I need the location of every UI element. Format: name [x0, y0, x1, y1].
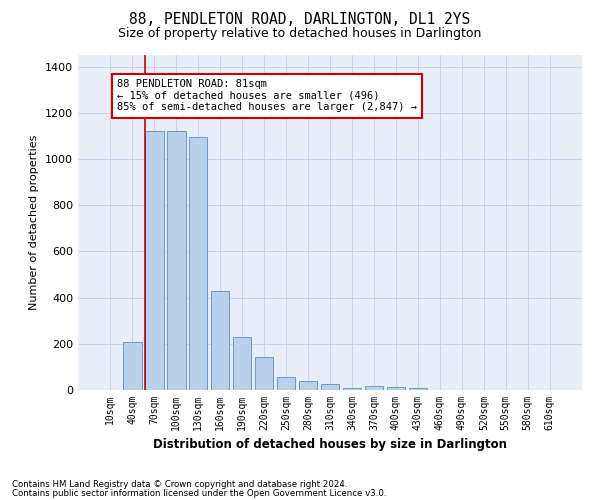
Bar [386, 386, 405, 390]
X-axis label: Distribution of detached houses by size in Darlington: Distribution of detached houses by size … [153, 438, 507, 452]
Bar [299, 381, 317, 390]
Bar [189, 137, 208, 390]
Bar [233, 337, 251, 390]
Y-axis label: Number of detached properties: Number of detached properties [29, 135, 40, 310]
Bar [255, 356, 274, 390]
Bar [409, 388, 427, 390]
Text: Contains public sector information licensed under the Open Government Licence v3: Contains public sector information licen… [12, 490, 386, 498]
Bar [167, 131, 185, 390]
Bar [145, 131, 164, 390]
Text: Contains HM Land Registry data © Crown copyright and database right 2024.: Contains HM Land Registry data © Crown c… [12, 480, 347, 489]
Bar [343, 388, 361, 390]
Text: Size of property relative to detached houses in Darlington: Size of property relative to detached ho… [118, 28, 482, 40]
Bar [365, 386, 383, 390]
Bar [211, 290, 229, 390]
Bar [123, 342, 142, 390]
Bar [277, 377, 295, 390]
Text: 88, PENDLETON ROAD, DARLINGTON, DL1 2YS: 88, PENDLETON ROAD, DARLINGTON, DL1 2YS [130, 12, 470, 28]
Bar [320, 384, 340, 390]
Text: 88 PENDLETON ROAD: 81sqm
← 15% of detached houses are smaller (496)
85% of semi-: 88 PENDLETON ROAD: 81sqm ← 15% of detach… [117, 80, 417, 112]
